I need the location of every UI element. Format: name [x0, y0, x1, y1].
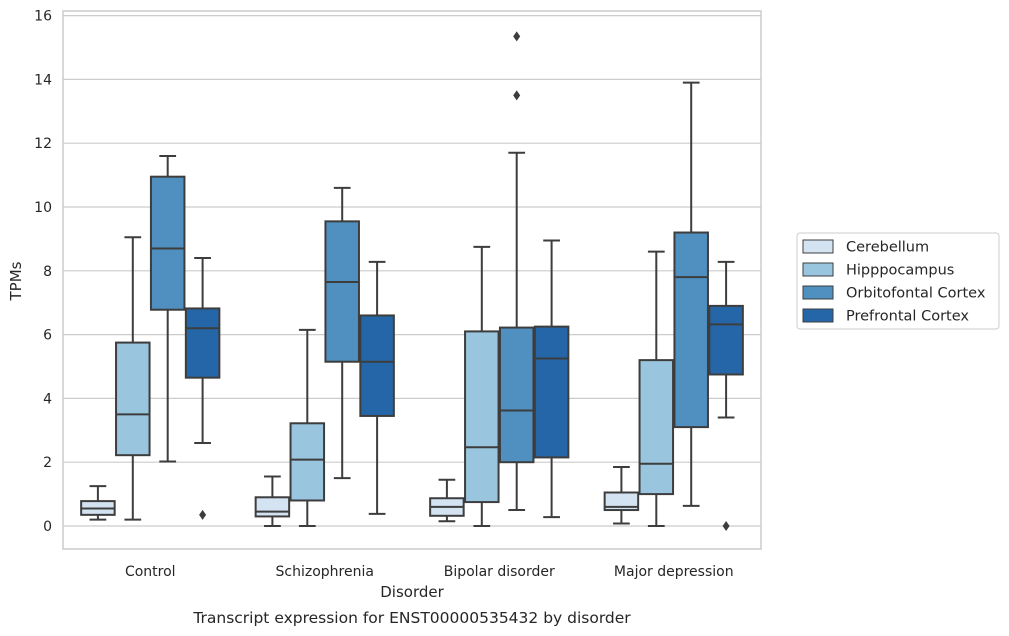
legend-swatch	[802, 262, 834, 277]
box-1-1	[80, 485, 116, 521]
legend-swatch	[802, 285, 834, 300]
outlier-marker	[513, 31, 521, 42]
y-tick-labels: 0 2 4 6 8 10 12 14 16	[34, 9, 52, 535]
box-3-1	[429, 478, 465, 523]
box-rect	[603, 491, 640, 512]
legend-swatch	[802, 308, 834, 323]
legend-label: Prefrontal Cortex	[846, 309, 969, 325]
y-tick-label: 16	[34, 9, 52, 25]
box-1-4	[184, 257, 221, 520]
y-tick-label: 6	[43, 328, 52, 344]
box-rect	[115, 341, 151, 457]
box-rect	[149, 175, 186, 311]
box-rect	[533, 325, 570, 459]
chart-caption: Transcript expression for ENST0000053543…	[192, 609, 631, 627]
y-tick-label: 10	[34, 200, 52, 216]
y-tick-label: 4	[43, 391, 52, 407]
box-rect	[498, 326, 535, 464]
box-rect	[289, 422, 326, 502]
box-4-3	[673, 81, 709, 507]
box-4-2	[638, 250, 675, 527]
legend-label: Cerebellum	[846, 240, 929, 256]
legend-label: Orbitofontal Cortex	[846, 286, 986, 302]
box-1-2	[115, 236, 151, 521]
box-rect	[254, 496, 291, 518]
box-1-3	[149, 154, 186, 463]
y-tick-label: 0	[43, 519, 52, 535]
box-3-3	[498, 31, 535, 512]
box-3-4	[533, 239, 570, 519]
y-axis-label: TPMs	[7, 261, 25, 301]
boxes	[80, 31, 744, 531]
x-tick-label: Control	[125, 564, 176, 580]
x-tick-label: Bipolar disorder	[444, 564, 555, 580]
y-tick-label: 2	[43, 455, 52, 471]
y-tick-label: 8	[43, 264, 52, 280]
y-tick-label: 14	[34, 72, 52, 88]
box-rect	[184, 307, 221, 379]
box-rect	[638, 359, 675, 496]
x-axis-label: Disorder	[380, 583, 444, 601]
box-rect	[464, 330, 500, 504]
box-2-3	[324, 186, 360, 480]
outlier-marker	[722, 521, 730, 531]
gridlines	[63, 15, 761, 527]
legend: Cerebellum Hipppocampus Orbitofontal Corte…	[796, 232, 1000, 330]
box-rect	[324, 220, 360, 363]
box-4-4	[708, 260, 744, 531]
box-4-1	[603, 465, 640, 525]
box-rect	[359, 314, 395, 417]
box-rect	[708, 304, 744, 376]
box-2-2	[289, 328, 326, 527]
x-tick-label: Major depression	[614, 564, 734, 580]
x-tick-label: Schizophrenia	[276, 564, 374, 580]
x-tick-labels: Control Schizophrenia Bipolar disorder Majo…	[125, 564, 734, 580]
legend-frame	[796, 232, 1000, 330]
box-rect	[673, 231, 709, 429]
box-2-1	[254, 475, 291, 527]
outlier-marker	[513, 90, 521, 101]
box-3-2	[464, 245, 500, 527]
outlier-marker	[199, 509, 207, 520]
legend-swatch	[802, 239, 834, 254]
legend-label: Hipppocampus	[846, 263, 954, 279]
box-2-4	[359, 260, 395, 515]
y-tick-label: 12	[34, 136, 52, 152]
plot-frame	[62, 10, 762, 550]
